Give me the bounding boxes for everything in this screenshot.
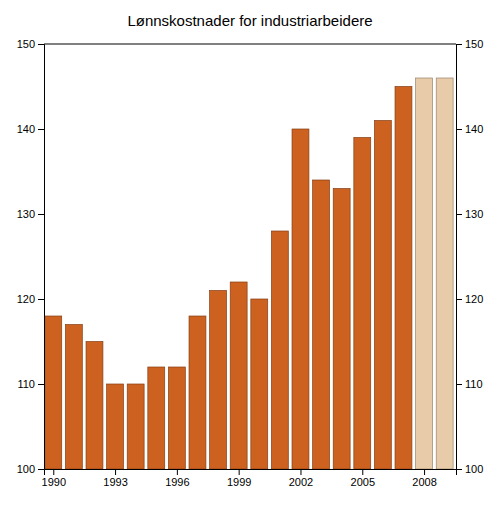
tick: 150 xyxy=(17,38,44,50)
frame-top xyxy=(44,44,456,45)
tick-label: 130 xyxy=(17,208,35,220)
tick-label: 1999 xyxy=(227,476,251,488)
tick-label: 1990 xyxy=(42,476,66,488)
tick-mark xyxy=(456,44,462,45)
tick: 1999 xyxy=(227,469,251,488)
tick: 100 xyxy=(456,463,483,475)
tick-mark xyxy=(38,129,44,130)
bar xyxy=(395,87,412,470)
tick: 100 xyxy=(17,463,44,475)
tick-label: 2008 xyxy=(412,476,436,488)
tick-label: 120 xyxy=(465,293,483,305)
bar xyxy=(189,316,206,469)
tick: 140 xyxy=(456,123,483,135)
tick-label: 1996 xyxy=(165,476,189,488)
tick-label: 130 xyxy=(465,208,483,220)
tick: 110 xyxy=(17,378,44,390)
tick-mark xyxy=(38,384,44,385)
x-axis: 1990 1993 1996 1999 2002 2005 2008 xyxy=(42,469,457,488)
bar xyxy=(107,384,124,469)
tick-label: 120 xyxy=(17,293,35,305)
tick-mark xyxy=(38,469,44,470)
axis-line xyxy=(38,45,45,470)
tick-mark xyxy=(424,469,425,475)
tick-mark xyxy=(456,214,462,215)
tick: 1996 xyxy=(165,469,189,488)
tick-mark xyxy=(38,44,44,45)
tick-label: 1993 xyxy=(103,476,127,488)
tick: 120 xyxy=(456,293,483,305)
tick-label: 140 xyxy=(17,123,35,135)
bar xyxy=(168,367,185,469)
bar xyxy=(127,384,144,469)
tick-label: 150 xyxy=(17,38,35,50)
tick-label: 100 xyxy=(465,463,483,475)
bar xyxy=(354,138,371,470)
tick-mark xyxy=(456,299,462,300)
tick-mark xyxy=(177,469,178,475)
plot: 1990 1993 1996 1999 2002 2005 2008 100 110 120 130… xyxy=(17,38,484,488)
bar xyxy=(251,299,268,469)
y2-axis: 100 110 120 130 140 150 xyxy=(456,38,483,475)
tick: 1990 xyxy=(42,469,66,488)
bar xyxy=(45,316,62,469)
chart: 1990 1993 1996 1999 2002 2005 2008 100 110 120 130… xyxy=(0,0,500,505)
bar xyxy=(148,367,165,469)
tick: 2008 xyxy=(412,469,436,488)
bar xyxy=(313,180,330,469)
tick-mark xyxy=(456,469,462,470)
tick-mark xyxy=(456,384,462,385)
axis-line xyxy=(457,45,463,470)
tick-label: 2002 xyxy=(289,476,313,488)
bar xyxy=(65,325,82,470)
tick: 120 xyxy=(17,293,44,305)
bars xyxy=(45,78,453,469)
bar xyxy=(86,342,103,470)
tick-label: 110 xyxy=(465,378,483,390)
tick: 140 xyxy=(17,123,44,135)
tick-label: 100 xyxy=(17,463,35,475)
bar xyxy=(292,129,309,469)
tick: 1993 xyxy=(103,469,127,488)
tick: 130 xyxy=(456,208,483,220)
title: Lønnskostnader for industriarbeidere xyxy=(127,12,372,29)
tick: 130 xyxy=(17,208,44,220)
tick-label: 110 xyxy=(17,378,35,390)
bar xyxy=(210,291,227,470)
tick-label: 140 xyxy=(465,123,483,135)
tick-mark xyxy=(115,469,116,475)
y-axis: 100 110 120 130 140 150 xyxy=(17,38,45,475)
bar xyxy=(271,231,288,469)
tick: 150 xyxy=(456,38,483,50)
tick-mark xyxy=(38,214,44,215)
tick-mark xyxy=(239,469,240,475)
bar xyxy=(436,78,453,469)
tick: 2002 xyxy=(289,469,313,488)
tick: 2005 xyxy=(351,469,375,488)
bar xyxy=(374,121,391,470)
bar xyxy=(333,189,350,470)
bar xyxy=(416,78,433,469)
axis-line xyxy=(45,470,457,476)
tick-label: 2005 xyxy=(351,476,375,488)
tick-mark xyxy=(53,469,54,475)
tick: 110 xyxy=(456,378,483,390)
bar xyxy=(230,282,247,469)
tick-mark xyxy=(456,129,462,130)
tick-label: 150 xyxy=(465,38,483,50)
tick-mark xyxy=(300,469,301,475)
tick-mark xyxy=(362,469,363,475)
tick-mark xyxy=(38,299,44,300)
